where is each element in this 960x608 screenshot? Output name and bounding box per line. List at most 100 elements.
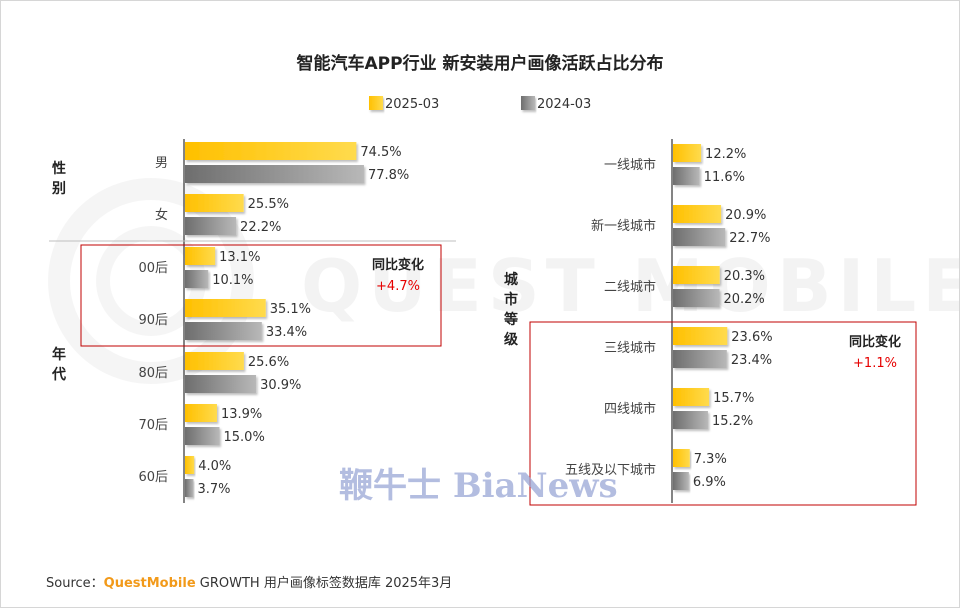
annotation-value-right: +1.1% xyxy=(853,356,897,371)
bar-2024-03 xyxy=(185,270,209,288)
category-label: 60后 xyxy=(138,470,168,485)
bar-2024-03 xyxy=(673,472,689,490)
category-row: 80后 25.6% 30.9% xyxy=(138,352,301,393)
chart-title: 智能汽车APP行业 新安装用户画像活跃占比分布 xyxy=(297,53,664,74)
bar-2025-03 xyxy=(185,194,244,212)
category-row: 60后 4.0% 3.7% xyxy=(138,456,231,497)
bar-2024-03 xyxy=(673,228,726,246)
bar-2025-03 xyxy=(185,299,266,317)
highlight-box-left xyxy=(80,244,442,347)
highlight-box-right xyxy=(529,321,917,506)
category-label: 80后 xyxy=(138,366,168,381)
bar-2025-03 xyxy=(673,449,690,467)
category-label: 00后 xyxy=(138,261,168,276)
bar-2025-03 xyxy=(673,327,728,345)
annotation-title-left: 同比变化 xyxy=(372,257,424,273)
category-row: 五线及以下城市 7.3% 6.9% xyxy=(565,449,727,490)
legend-label-2024-03: 2024-03 xyxy=(537,97,591,112)
data-label-2025-03: 25.5% xyxy=(248,197,289,212)
legend-swatch-2024-03 xyxy=(521,96,535,110)
category-row: 四线城市 15.7% 15.2% xyxy=(604,388,754,429)
data-label-2024-03: 10.1% xyxy=(212,273,253,288)
category-label: 90后 xyxy=(138,313,168,328)
category-row: 新一线城市 20.9% 22.7% xyxy=(591,205,771,246)
data-label-2024-03: 20.2% xyxy=(723,292,764,307)
data-label-2024-03: 77.8% xyxy=(368,168,409,183)
data-label-2024-03: 11.6% xyxy=(704,170,745,185)
category-label: 三线城市 xyxy=(604,340,656,356)
category-row: 女 25.5% 22.2% xyxy=(155,194,289,235)
bar-2025-03 xyxy=(185,247,216,265)
data-label-2025-03: 74.5% xyxy=(360,145,401,160)
category-row: 90后 35.1% 33.4% xyxy=(138,299,311,340)
bar-2025-03 xyxy=(673,266,720,284)
data-label-2024-03: 15.2% xyxy=(712,414,753,429)
annotation-value-left: +4.7% xyxy=(376,279,420,294)
bar-2024-03 xyxy=(673,167,700,185)
source-text: GROWTH 用户画像标签数据库 2025年3月 xyxy=(196,575,453,591)
group-label-left-0: 性别 xyxy=(51,160,66,197)
bar-2024-03 xyxy=(673,289,720,307)
group-label-right-0: 城市等级 xyxy=(504,271,519,348)
category-row: 70后 13.9% 15.0% xyxy=(138,404,265,445)
bar-2025-03 xyxy=(185,456,195,474)
category-label: 女 xyxy=(155,207,168,223)
data-label-2024-03: 6.9% xyxy=(693,475,726,490)
legend: 2025-03 2024-03 xyxy=(369,96,591,112)
category-label: 四线城市 xyxy=(604,401,656,417)
category-label: 70后 xyxy=(138,418,168,433)
legend-swatch-2025-03 xyxy=(369,96,383,110)
bar-2025-03 xyxy=(185,404,217,422)
bar-2025-03 xyxy=(673,388,710,406)
data-label-2024-03: 23.4% xyxy=(731,353,772,368)
data-label-2024-03: 3.7% xyxy=(198,482,231,497)
background-watermark-text: QUEST MOBILE xyxy=(301,244,959,328)
category-label: 一线城市 xyxy=(604,157,656,173)
data-label-2024-03: 15.0% xyxy=(224,430,265,445)
data-label-2025-03: 20.3% xyxy=(724,269,765,284)
bar-2024-03 xyxy=(185,427,220,445)
source-line: Source：QuestMobile GROWTH 用户画像标签数据库 2025… xyxy=(46,575,452,591)
category-row: 男 74.5% 77.8% xyxy=(155,142,409,183)
category-row: 一线城市 12.2% 11.6% xyxy=(604,144,746,185)
bar-2024-03 xyxy=(185,165,364,183)
source-brand: QuestMobile xyxy=(104,576,196,591)
group-label-left-1: 年代 xyxy=(51,346,66,383)
category-row: 二线城市 20.3% 20.2% xyxy=(604,266,765,307)
bar-2025-03 xyxy=(185,352,244,370)
bar-2024-03 xyxy=(185,217,237,235)
data-label-2024-03: 30.9% xyxy=(260,378,301,393)
data-label-2024-03: 33.4% xyxy=(266,325,307,340)
data-label-2025-03: 12.2% xyxy=(705,147,746,162)
data-label-2025-03: 15.7% xyxy=(713,391,754,406)
background-watermark: QUEST MOBILE xyxy=(48,178,959,384)
bianews-watermark: 鞭牛士 BiaNews xyxy=(339,466,618,506)
bar-2024-03 xyxy=(673,350,727,368)
data-label-2025-03: 25.6% xyxy=(248,355,289,370)
source-label: Source： xyxy=(46,576,104,591)
data-label-2025-03: 4.0% xyxy=(198,459,231,474)
data-label-2025-03: 13.1% xyxy=(219,250,260,265)
category-label: 新一线城市 xyxy=(591,218,656,234)
legend-label-2025-03: 2025-03 xyxy=(385,97,439,112)
data-label-2025-03: 20.9% xyxy=(725,208,766,223)
data-label-2024-03: 22.2% xyxy=(240,220,281,235)
data-label-2025-03: 7.3% xyxy=(694,452,727,467)
category-label: 男 xyxy=(155,156,168,171)
bar-2024-03 xyxy=(673,411,708,429)
bar-2024-03 xyxy=(185,479,194,497)
category-label: 二线城市 xyxy=(604,279,656,295)
data-label-2024-03: 22.7% xyxy=(729,231,770,246)
bar-2025-03 xyxy=(673,205,722,223)
category-label: 五线及以下城市 xyxy=(565,462,656,478)
bar-2025-03 xyxy=(673,144,702,162)
bar-2025-03 xyxy=(185,142,357,160)
bar-2024-03 xyxy=(185,322,262,340)
annotation-title-right: 同比变化 xyxy=(849,334,901,350)
data-label-2025-03: 23.6% xyxy=(731,330,772,345)
panel-right: 城市等级 一线城市 12.2% 11.6% 新一线城市 20.9% 22.7% 二线城市 20.… xyxy=(504,139,917,506)
